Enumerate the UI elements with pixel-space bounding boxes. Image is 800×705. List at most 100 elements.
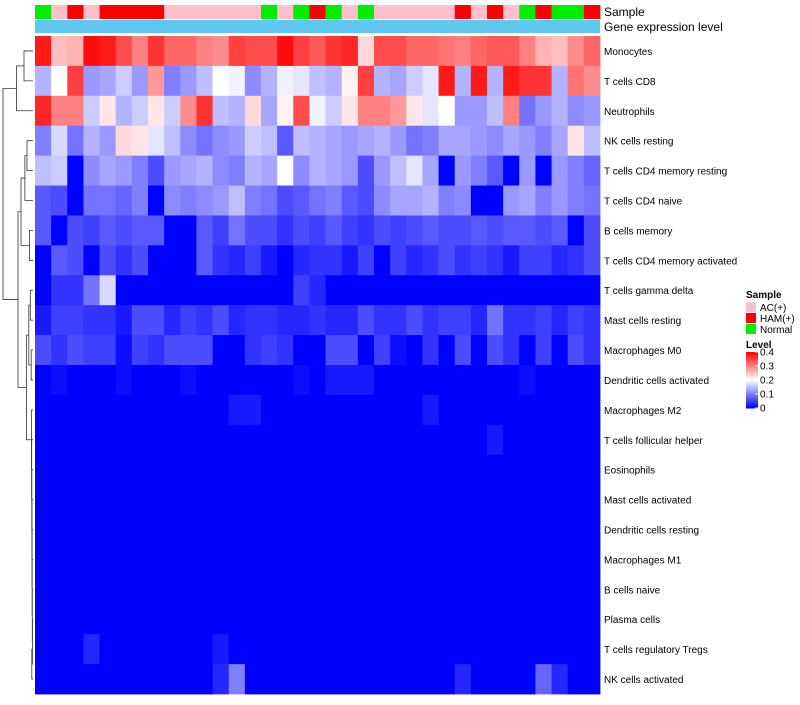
heatmap-cell (309, 634, 326, 665)
heatmap-cell (503, 36, 520, 67)
heatmap-cell (293, 454, 310, 486)
heatmap-cell (406, 275, 423, 306)
heatmap-cell (67, 604, 84, 635)
heatmap-cell (341, 454, 359, 486)
heatmap-cell (374, 664, 391, 695)
heatmap-cell (583, 155, 601, 186)
dendrogram-branch (24, 155, 33, 201)
heatmap-cell (309, 65, 326, 97)
legend-level-tick: 0.3 (760, 362, 774, 373)
heatmap-cell (148, 305, 165, 336)
row-dendrogram (2, 50, 33, 680)
heatmap-cell (357, 484, 375, 515)
heatmap-cell (35, 95, 52, 127)
heatmap-cell (261, 454, 278, 486)
heatmap-cell (487, 454, 504, 486)
heatmap-cell (244, 514, 262, 545)
row-label: NK cells activated (604, 675, 683, 686)
heatmap-cell (148, 65, 165, 97)
heatmap-cell (51, 245, 68, 276)
heatmap-cell (454, 454, 472, 486)
heatmap-cell (454, 514, 472, 545)
heatmap-cell (357, 365, 375, 396)
heatmap-cell (341, 125, 359, 157)
heatmap-cell (51, 365, 68, 396)
heatmap-cell (341, 634, 359, 665)
legend-gradient-step (746, 371, 758, 374)
heatmap-cell (551, 544, 569, 575)
heatmap-cell (325, 155, 343, 186)
heatmap-cell (390, 664, 407, 695)
heatmap-cell (131, 454, 149, 486)
heatmap-cell (535, 394, 552, 426)
heatmap-cell (293, 544, 310, 575)
heatmap-cell (277, 305, 294, 336)
heatmap-cell (325, 305, 343, 336)
heatmap-cell (519, 305, 536, 336)
heatmap-cell (422, 215, 439, 246)
heatmap-cell (115, 155, 133, 186)
heatmap-cell (487, 484, 504, 515)
legend-gradient-step (746, 382, 758, 385)
heatmap-cell (422, 125, 439, 157)
heatmap-cell (196, 125, 213, 157)
heatmap-cell (357, 215, 375, 246)
heatmap-cell (35, 604, 52, 635)
heatmap-cell (131, 574, 149, 605)
heatmap-cell (519, 544, 536, 575)
heatmap-cell (212, 185, 230, 216)
heatmap-cell (131, 215, 149, 246)
heatmap-cell (261, 215, 278, 246)
heatmap-cell (309, 125, 326, 157)
heatmap-cell (325, 365, 343, 396)
heatmap-cell (131, 65, 149, 97)
heatmap-cell (99, 125, 117, 157)
heatmap-cell (115, 215, 133, 246)
heatmap-cell (583, 484, 601, 515)
heatmap-cell (519, 664, 536, 695)
legend-level-tick: 0.4 (760, 348, 774, 359)
sample-annotation-cell (503, 5, 520, 19)
heatmap-cell (567, 604, 585, 635)
heatmap-cell (374, 125, 391, 157)
heatmap-cell (67, 424, 84, 456)
heatmap-cell (551, 424, 569, 456)
heatmap-cell (83, 305, 100, 336)
heatmap-cell (180, 125, 197, 157)
heatmap-cell (99, 275, 117, 306)
heatmap-cell (454, 125, 472, 157)
legend-gradient-step (746, 374, 758, 377)
heatmap-cell (519, 365, 536, 396)
sample-annotation-label: Sample (604, 5, 645, 19)
heatmap-cell (196, 604, 213, 635)
heatmap-cell (83, 275, 100, 306)
heatmap-cell (228, 335, 246, 366)
heatmap-cell (115, 275, 133, 306)
heatmap-cell (35, 125, 52, 157)
heatmap-cell (567, 424, 585, 456)
legend-level-tick: 0.2 (760, 376, 774, 387)
heatmap-cell (470, 604, 488, 635)
heatmap-cell (487, 275, 504, 306)
heatmap-cell (583, 95, 601, 127)
legend-gradient-step (746, 375, 758, 378)
heatmap-cell (583, 335, 601, 366)
heatmap-cell (51, 664, 68, 695)
heatmap-cell (487, 664, 504, 695)
heatmap-cell (487, 574, 504, 605)
heatmap-cell (148, 36, 165, 67)
heatmap-cell (438, 634, 456, 665)
heatmap-cell (422, 454, 439, 486)
heatmap-cell (309, 305, 326, 336)
heatmap-cell (293, 514, 310, 545)
heatmap-cell (180, 544, 197, 575)
heatmap-cell (277, 36, 294, 67)
heatmap-cell (487, 514, 504, 545)
heatmap-cell (454, 365, 472, 396)
heatmap-cell (390, 394, 407, 426)
heatmap-cell (228, 95, 246, 127)
heatmap-cell (470, 36, 488, 67)
heatmap-cell (470, 634, 488, 665)
legend-gradient-step (746, 392, 758, 395)
